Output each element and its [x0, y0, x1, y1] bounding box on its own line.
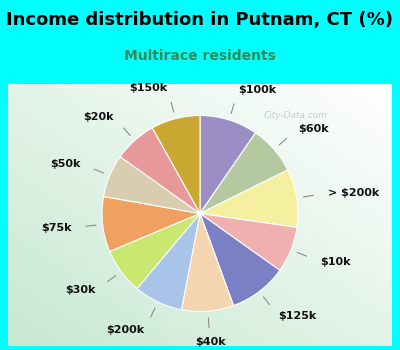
Text: > $200k: > $200k: [328, 188, 379, 198]
Text: $100k: $100k: [238, 85, 276, 95]
Text: Multirace residents: Multirace residents: [124, 49, 276, 63]
Wedge shape: [102, 196, 200, 251]
Text: City-Data.com: City-Data.com: [264, 111, 328, 120]
Text: $150k: $150k: [129, 83, 168, 93]
Text: $40k: $40k: [195, 337, 226, 348]
Text: $50k: $50k: [50, 159, 81, 168]
Wedge shape: [200, 214, 297, 270]
Text: $75k: $75k: [41, 223, 72, 233]
Text: $10k: $10k: [320, 257, 350, 267]
Wedge shape: [110, 214, 200, 288]
Text: $30k: $30k: [66, 285, 96, 295]
Wedge shape: [200, 133, 288, 214]
Text: $60k: $60k: [298, 124, 328, 134]
Wedge shape: [182, 214, 234, 312]
Wedge shape: [200, 170, 298, 228]
Wedge shape: [137, 214, 200, 310]
Text: $20k: $20k: [83, 112, 114, 122]
Wedge shape: [120, 128, 200, 214]
Wedge shape: [152, 116, 200, 214]
Wedge shape: [200, 214, 280, 306]
Text: Income distribution in Putnam, CT (%): Income distribution in Putnam, CT (%): [6, 10, 394, 28]
Text: $125k: $125k: [278, 312, 316, 321]
Text: $200k: $200k: [106, 325, 144, 335]
Wedge shape: [104, 157, 200, 214]
Wedge shape: [200, 116, 256, 214]
